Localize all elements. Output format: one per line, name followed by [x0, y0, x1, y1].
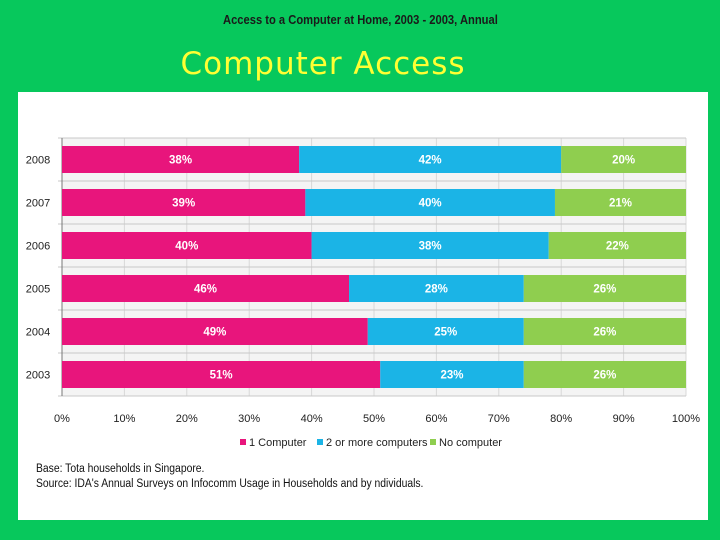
bar-segment	[561, 146, 686, 173]
year-label: 2006	[26, 241, 50, 253]
data-label: 26%	[593, 370, 616, 382]
year-label: 2003	[26, 370, 50, 382]
x-tick-label: 50%	[363, 413, 385, 425]
year-label: 2004	[26, 327, 50, 339]
x-tick-label: 80%	[550, 413, 572, 425]
base-note: Base: Tota households in Singapore.	[36, 463, 205, 475]
x-tick-label: 0%	[54, 413, 70, 425]
bar-segment	[349, 275, 524, 302]
data-label: 28%	[425, 284, 448, 296]
year-label: 2008	[26, 155, 50, 167]
data-label: 22%	[606, 241, 629, 253]
bar-segment	[62, 189, 306, 216]
bar-segment	[305, 189, 555, 216]
bar-segment	[299, 146, 562, 173]
bar-segment	[523, 318, 686, 345]
bar-segment	[523, 275, 686, 302]
data-label: 23%	[440, 370, 463, 382]
bar-segment	[548, 232, 686, 259]
x-tick-label: 20%	[176, 413, 198, 425]
bar-segment	[311, 232, 549, 259]
source-note: Source: IDA's Annual Surveys on Infocomm…	[36, 478, 424, 490]
x-tick-label: 60%	[425, 413, 447, 425]
data-label: 26%	[593, 327, 616, 339]
data-label: 38%	[169, 155, 192, 167]
legend-swatch	[317, 439, 323, 445]
legend-swatch	[430, 439, 436, 445]
data-label: 40%	[175, 241, 198, 253]
year-label: 2005	[26, 284, 50, 296]
bar-segment	[523, 361, 686, 388]
legend-swatch	[240, 439, 246, 445]
x-tick-label: 30%	[238, 413, 260, 425]
slide-title: Computer Access	[180, 46, 466, 82]
x-tick-label: 40%	[301, 413, 323, 425]
data-label: 26%	[593, 284, 616, 296]
legend-label: 1 Computer	[249, 437, 307, 449]
bar-segment	[62, 275, 350, 302]
data-label: 40%	[419, 198, 442, 210]
x-tick-label: 100%	[672, 413, 700, 425]
data-label: 42%	[419, 155, 442, 167]
chart-title: Access to a Computer at Home, 2003 - 200…	[222, 12, 498, 27]
bar-segment	[554, 189, 686, 216]
bar-segment	[62, 146, 300, 173]
bar-segment	[380, 361, 524, 388]
bar-segment	[62, 361, 381, 388]
x-tick-label: 70%	[488, 413, 510, 425]
x-tick-label: 10%	[113, 413, 135, 425]
bar-segment	[367, 318, 524, 345]
x-tick-label: 90%	[613, 413, 635, 425]
legend-label: 2 or more computers	[326, 437, 428, 449]
chart-notes: Base: Tota households in Singapore. Sour…	[36, 462, 467, 492]
data-label: 49%	[203, 327, 226, 339]
year-label: 2007	[26, 198, 50, 210]
data-label: 38%	[419, 241, 442, 253]
legend-label: No computer	[439, 437, 502, 449]
bar-segment	[62, 318, 368, 345]
data-label: 39%	[172, 198, 195, 210]
data-label: 51%	[210, 370, 233, 382]
data-label: 46%	[194, 284, 217, 296]
data-label: 20%	[612, 155, 635, 167]
data-label: 21%	[609, 198, 632, 210]
bar-segment	[62, 232, 312, 259]
data-label: 25%	[434, 327, 457, 339]
